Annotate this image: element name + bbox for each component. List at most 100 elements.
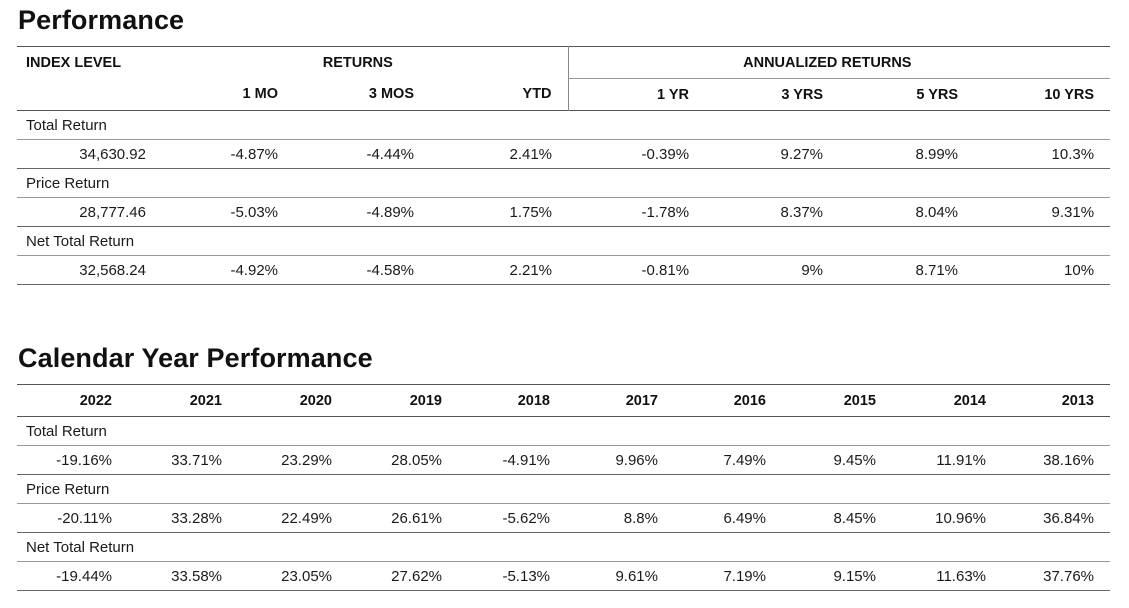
year-header: 2016 [733, 392, 766, 409]
value-cell: 9% [801, 261, 824, 279]
value-cell: -20.11% [57, 509, 112, 527]
index-level-value: 32,568.24 [79, 261, 146, 279]
performance-column-header-row: 1 MO 3 MOS YTD 1 YR 3 YRS 5 YRS 10 YRS [17, 78, 1111, 111]
value-cell: 7.49% [723, 451, 766, 469]
value-cell: 33.28% [171, 509, 222, 527]
value-cell: 9.96% [615, 451, 658, 469]
row-label-price-return: Price Return [26, 174, 110, 192]
value-cell: 33.58% [171, 567, 222, 585]
year-header: 2017 [625, 392, 658, 409]
value-cell: 33.71% [171, 451, 222, 469]
value-cell: 23.05% [281, 567, 332, 585]
value-cell: -4.91% [502, 451, 550, 469]
value-cell: 8.04% [915, 203, 959, 221]
value-cell: -4.87% [230, 145, 278, 163]
index-level-value: 34,630.92 [79, 145, 146, 163]
value-cell: 10% [1064, 261, 1095, 279]
value-cell: -4.58% [366, 261, 414, 279]
col-header-3yrs: 3 YRS [781, 86, 824, 103]
table-row-label: Price Return [17, 475, 1110, 504]
blank-header-cell [17, 79, 162, 111]
row-label-net-total-return: Net Total Return [26, 538, 135, 556]
year-header: 2020 [299, 392, 332, 409]
value-cell: 38.16% [1043, 451, 1094, 469]
calendar-header-row: 2022 2021 2020 2019 2018 2017 2016 2015 … [17, 384, 1110, 417]
row-label-total-return: Total Return [26, 116, 107, 134]
value-cell: 11.63% [936, 567, 986, 585]
performance-header-group-row: INDEX LEVEL RETURNS ANNUALIZED RETURNS [17, 46, 1111, 79]
year-header: 2019 [409, 392, 442, 409]
value-cell: 8.71% [915, 261, 959, 279]
value-cell: 9.15% [833, 567, 876, 585]
returns-header: RETURNS [322, 54, 393, 71]
year-header: 2022 [79, 392, 112, 409]
value-cell: 9.45% [833, 451, 876, 469]
row-label-net-total-return: Net Total Return [26, 232, 135, 250]
table-row: -20.11% 33.28% 22.49% 26.61% -5.62% 8.8%… [17, 503, 1110, 533]
value-cell: 2.41% [509, 145, 553, 163]
table-row-label: Total Return [17, 111, 1110, 140]
value-cell: 2.21% [509, 261, 553, 279]
row-label-total-return: Total Return [26, 422, 107, 440]
value-cell: -4.89% [366, 203, 414, 221]
year-header: 2014 [953, 392, 986, 409]
value-cell: -4.44% [366, 145, 414, 163]
value-cell: 26.61% [391, 509, 442, 527]
year-header: 2018 [517, 392, 550, 409]
value-cell: 28.05% [391, 451, 442, 469]
value-cell: -1.78% [641, 203, 690, 221]
value-cell: -5.62% [502, 509, 550, 527]
value-cell: 9.27% [780, 145, 824, 163]
annualized-returns-header: ANNUALIZED RETURNS [567, 46, 1111, 79]
year-header: 2013 [1061, 392, 1094, 409]
table-row: -19.16% 33.71% 23.29% 28.05% -4.91% 9.96… [17, 445, 1110, 475]
col-header-1yr: 1 YR [567, 78, 706, 111]
calendar-year-performance-title: Calendar Year Performance [18, 343, 373, 373]
performance-title: Performance [18, 5, 185, 35]
table-row-label: Total Return [17, 417, 1110, 446]
year-header: 2015 [843, 392, 876, 409]
value-cell: 8.45% [833, 509, 876, 527]
value-cell: 8.8% [623, 509, 658, 527]
row-label-price-return: Price Return [26, 480, 110, 498]
value-cell: 11.91% [936, 451, 986, 469]
col-header-ytd: YTD [522, 86, 552, 103]
value-cell: 9.61% [615, 567, 658, 585]
value-cell: 8.37% [780, 203, 824, 221]
performance-table: INDEX LEVEL RETURNS ANNUALIZED RETURNS 1… [17, 46, 1111, 285]
table-row: 32,568.24 -4.92% -4.58% 2.21% -0.81% 9% … [17, 255, 1111, 285]
table-row: 34,630.92 -4.87% -4.44% 2.41% -0.39% 9.2… [17, 139, 1111, 169]
table-row-label: Net Total Return [17, 533, 1110, 562]
value-cell: -5.03% [230, 203, 278, 221]
col-header-1mo: 1 MO [242, 86, 278, 103]
value-cell: -0.39% [641, 145, 690, 163]
table-row: -19.44% 33.58% 23.05% 27.62% -5.13% 9.61… [17, 561, 1110, 591]
value-cell: -4.92% [230, 261, 278, 279]
value-cell: -0.81% [641, 261, 690, 279]
value-cell: 27.62% [391, 567, 442, 585]
value-cell: 10.3% [1051, 145, 1095, 163]
value-cell: 9.31% [1051, 203, 1095, 221]
index-level-header: INDEX LEVEL [26, 54, 122, 71]
value-cell: 22.49% [281, 509, 332, 527]
value-cell: -5.13% [502, 567, 550, 585]
value-cell: 6.49% [723, 509, 766, 527]
col-header-3mos: 3 MOS [368, 86, 414, 103]
table-row-label: Net Total Return [17, 227, 1110, 256]
value-cell: 10.96% [935, 509, 986, 527]
value-cell: 1.75% [509, 203, 553, 221]
value-cell: -19.44% [56, 567, 112, 585]
col-header-10yrs: 10 YRS [1044, 86, 1095, 103]
value-cell: -19.16% [56, 451, 112, 469]
value-cell: 8.99% [915, 145, 959, 163]
value-cell: 36.84% [1043, 509, 1094, 527]
index-level-value: 28,777.46 [79, 203, 146, 221]
calendar-year-table: 2022 2021 2020 2019 2018 2017 2016 2015 … [17, 384, 1110, 591]
year-header: 2021 [189, 392, 222, 409]
col-header-5yrs: 5 YRS [916, 86, 959, 103]
value-cell: 23.29% [281, 451, 332, 469]
value-cell: 7.19% [723, 567, 766, 585]
value-cell: 37.76% [1043, 567, 1094, 585]
table-row: 28,777.46 -5.03% -4.89% 1.75% -1.78% 8.3… [17, 197, 1111, 227]
table-row-label: Price Return [17, 169, 1110, 198]
